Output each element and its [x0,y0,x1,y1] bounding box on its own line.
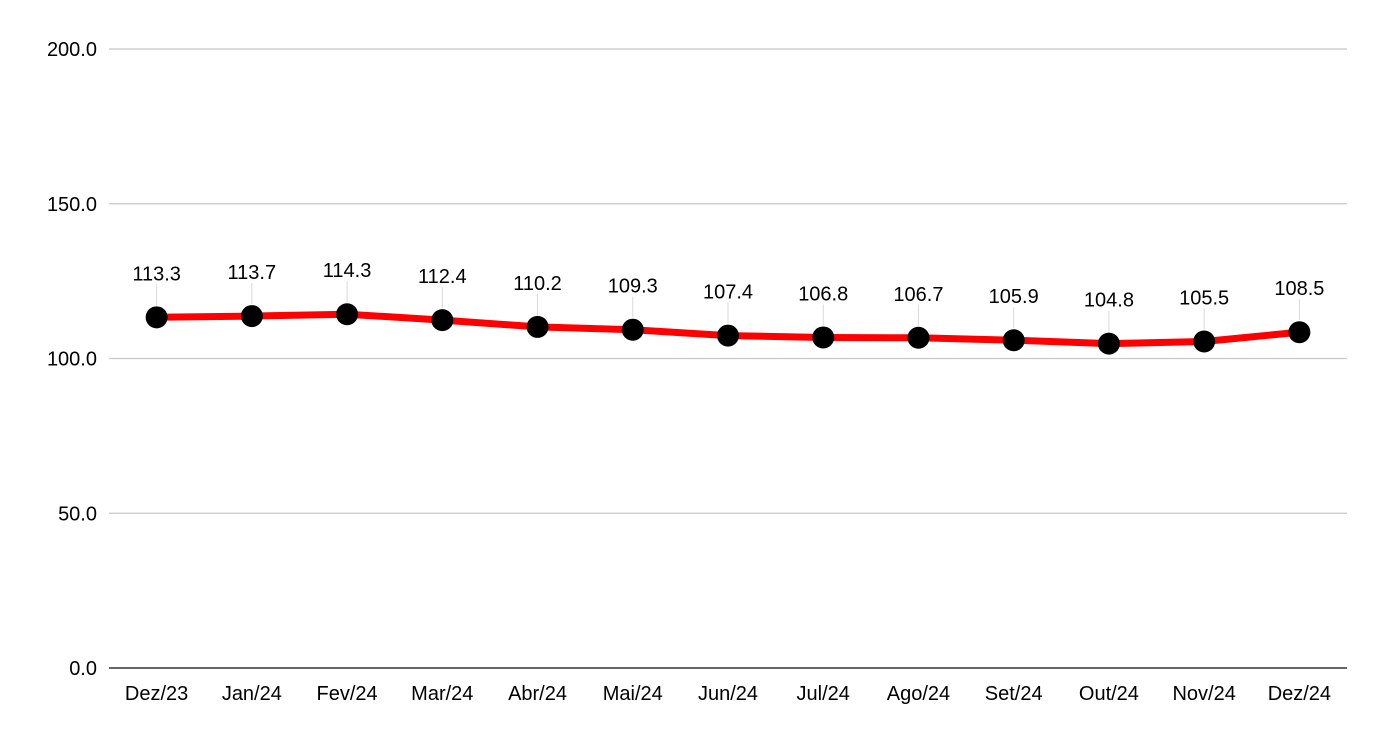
x-tick-label: Fev/24 [316,683,377,705]
x-tick-label: Nov/24 [1172,683,1235,705]
data-label: 105.5 [1179,287,1229,309]
data-markers [145,303,1311,355]
x-tick-label: Mai/24 [603,683,663,705]
x-tick-label: Abr/24 [508,683,567,705]
data-point [812,326,835,349]
y-tick-label: 150.0 [47,194,97,216]
x-tick-label: Set/24 [985,683,1043,705]
data-label: 108.5 [1274,278,1324,300]
x-tick-label: Jan/24 [222,683,282,705]
data-point [240,305,263,328]
data-point [1288,321,1311,344]
data-label: 104.8 [1084,290,1134,312]
data-label: 106.7 [893,284,943,306]
data-label: 113.3 [132,263,181,285]
data-label: 109.3 [608,276,658,298]
data-point [621,318,644,341]
data-label: 114.3 [323,260,372,282]
x-tick-label: Out/24 [1079,683,1139,705]
data-label: 113.7 [228,262,277,284]
data-point [1097,332,1120,355]
data-label: 106.8 [798,283,848,305]
data-point [907,326,930,349]
x-tick-label: Dez/23 [125,683,188,705]
x-tick-label: Mar/24 [411,683,473,705]
data-point [717,324,739,347]
data-label: 107.4 [703,282,753,304]
y-tick-label: 50.0 [58,503,97,525]
x-tick-label: Jul/24 [797,683,850,705]
x-tick-label: Jun/24 [698,683,758,705]
y-tick-label: 200.0 [47,39,97,61]
y-tick-label: 0.0 [69,658,97,680]
data-point [145,306,168,329]
data-label-leaders [156,281,1300,332]
data-point [431,309,454,332]
x-tick-label: Dez/24 [1268,683,1331,705]
y-tick-label: 100.0 [47,349,97,371]
gridlines [109,48,1347,514]
x-tick-label: Ago/24 [887,683,950,705]
data-point [1193,330,1216,353]
x-axis: Dez/23 Jan/24 Fev/24 Mar/24 Abr/24 Mai/24 Jun/… [125,683,1331,705]
data-label: 112.4 [418,266,467,288]
data-point [336,303,359,326]
data-point [526,315,549,338]
data-point [1002,329,1025,352]
data-label: 105.9 [989,286,1039,308]
y-axis: 0.0 50.0 100.0 150.0 200.0 [47,39,97,680]
data-labels: 113.3 113.7 114.3 112.4 110.2 109.3 107.4 106.8… [132,260,1324,311]
data-label: 110.2 [513,273,562,295]
